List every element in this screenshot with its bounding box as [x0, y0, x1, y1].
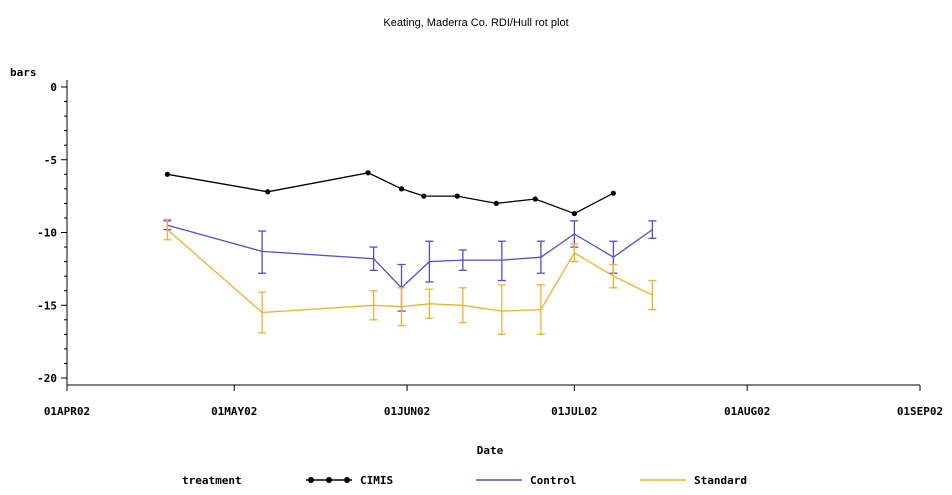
y-tick-label: -5	[44, 154, 57, 167]
data-point	[164, 171, 170, 177]
series-line	[166, 229, 653, 314]
data-point	[265, 189, 271, 195]
series-control	[163, 220, 657, 312]
legend: treatment CIMIS Control Standard	[182, 474, 747, 487]
plot-area	[163, 170, 657, 336]
data-point	[365, 170, 371, 176]
x-axis-ticks: 01APR02 01MAY02 01JUN02 01JUL02 01AUG02 01SEP…	[44, 385, 943, 418]
x-axis-label: Date	[477, 444, 504, 457]
legend-title: treatment	[182, 474, 242, 487]
series-standard	[163, 218, 657, 336]
x-tick-label: 01APR02	[44, 405, 90, 418]
series-line	[167, 172, 614, 215]
y-tick-label: 0	[50, 81, 57, 94]
x-tick-label: 01SEP02	[897, 405, 943, 418]
data-point	[493, 200, 499, 206]
series-cimis	[164, 170, 616, 217]
legend-label-control: Control	[530, 474, 576, 487]
data-point	[610, 190, 616, 196]
y-tick-label: -20	[37, 372, 57, 385]
y-tick-label: -10	[37, 227, 57, 240]
y-tick-label: -15	[37, 299, 57, 312]
legend-marker	[326, 477, 332, 483]
legend-label-cimis: CIMIS	[360, 474, 393, 487]
data-point	[454, 193, 460, 199]
data-point	[398, 186, 405, 192]
chart-title: Keating, Maderra Co. RDI/Hull rot plot	[383, 17, 568, 29]
legend-marker	[344, 477, 350, 483]
data-point	[532, 196, 538, 202]
legend-marker	[308, 477, 314, 483]
data-point	[571, 210, 577, 217]
x-tick-label: 01JUN02	[384, 405, 430, 418]
data-point	[421, 193, 427, 199]
legend-label-standard: Standard	[694, 474, 747, 487]
y-axis-label: bars	[10, 66, 37, 79]
x-tick-label: 01AUG02	[724, 405, 770, 418]
y-axis-ticks: 0 -5 -10 -15 -20	[37, 81, 67, 385]
x-tick-label: 01MAY02	[211, 405, 257, 418]
x-tick-label: 01JUL02	[551, 405, 597, 418]
series-line	[167, 224, 653, 289]
